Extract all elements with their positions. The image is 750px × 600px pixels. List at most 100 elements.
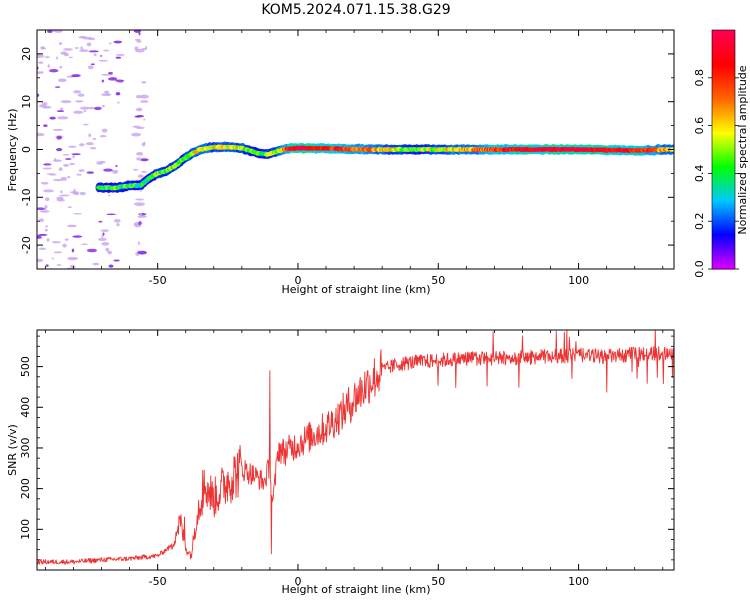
snr-y-ticks: 100 200 300 400 500 (19, 335, 674, 561)
noise-speckle (108, 264, 114, 268)
noise-speckle (106, 94, 110, 96)
noise-speckle (136, 152, 144, 156)
noise-speckle (43, 189, 54, 193)
noise-speckle (96, 161, 104, 165)
colorbar-band (712, 30, 735, 33)
colorbar-band (712, 201, 735, 204)
colorbar-ticks: 0.0 0.2 0.4 0.6 0.8 (693, 69, 739, 278)
noise-speckle (37, 93, 40, 98)
colorbar-band (712, 143, 735, 147)
noise-speckle (116, 223, 120, 227)
colorbar-band (712, 175, 735, 178)
colorbar-tick-label: 0.0 (693, 260, 706, 278)
colorbar-band (712, 71, 735, 75)
noise-speckle (139, 94, 149, 99)
colorbar-band (712, 199, 735, 202)
noise-speckle (43, 163, 52, 166)
colorbar-band (712, 189, 735, 192)
noise-speckle (64, 238, 69, 241)
colorbar-band (712, 247, 735, 250)
colorbar-band (712, 135, 735, 139)
noise-speckle (38, 233, 48, 236)
colorbar-band (712, 85, 735, 89)
noise-speckle (103, 168, 113, 172)
colorbar-band (712, 145, 735, 149)
colorbar-band (712, 259, 735, 262)
colorbar-band (712, 125, 735, 129)
colorbar-band (712, 261, 735, 264)
spectrogram-y-ticks: -20 -10 0 10 20 (20, 29, 674, 270)
colorbar-band (712, 263, 735, 266)
noise-speckle (101, 128, 108, 133)
noise-speckle (40, 181, 49, 185)
noise-speckle (38, 218, 45, 223)
x-tick-label: 0 (294, 575, 301, 588)
noise-speckle (37, 132, 45, 137)
colorbar-band (712, 179, 735, 182)
y-tick-label: 20 (20, 47, 33, 61)
chart-title: KOM5.2024.071.15.38.G29 (261, 2, 450, 18)
noise-speckle (48, 174, 57, 176)
noise-speckle (39, 210, 50, 213)
x-tick-label: 50 (431, 575, 445, 588)
noise-speckle (93, 106, 102, 111)
colorbar-band (712, 267, 735, 270)
snr-x-axis-label: Height of straight line (km) (281, 583, 430, 596)
colorbar-band (712, 221, 735, 224)
noise-speckle (44, 225, 49, 228)
colorbar-band (712, 163, 735, 167)
colorbar-band (712, 51, 735, 55)
colorbar-band (712, 243, 735, 246)
colorbar-band (712, 89, 735, 93)
colorbar-band (712, 207, 735, 210)
noise-speckle (56, 135, 62, 140)
noise-speckle (90, 63, 95, 66)
colorbar-band (712, 265, 735, 268)
noise-speckle (74, 47, 80, 49)
noise-speckle (100, 55, 103, 57)
y-tick-label: 0 (20, 146, 33, 153)
colorbar-band (712, 119, 735, 123)
noise-speckle (54, 158, 57, 162)
colorbar-band (712, 109, 735, 113)
colorbar-band (712, 155, 735, 159)
noise-speckle (115, 53, 126, 56)
noise-speckle (98, 59, 109, 62)
colorbar-band (712, 181, 735, 184)
noise-speckle (108, 42, 112, 45)
colorbar-band (712, 203, 735, 206)
colorbar-band (712, 241, 735, 244)
colorbar-band (712, 41, 735, 45)
noise-speckle (46, 238, 50, 242)
noise-speckle (76, 173, 82, 176)
spectrogram-x-ticks: -50 0 50 100 (45, 30, 664, 287)
noise-speckle (101, 242, 110, 246)
x-tick-label: 50 (431, 274, 445, 287)
colorbar-band (712, 67, 735, 71)
noise-speckle (137, 215, 147, 218)
noise-speckle (135, 48, 145, 53)
colorbar-band (712, 59, 735, 63)
noise-speckle (137, 250, 147, 255)
noise-speckle (60, 107, 64, 111)
spectrogram-trace-layer (95, 141, 674, 194)
colorbar-band (712, 131, 735, 135)
noise-speckle (37, 258, 44, 263)
colorbar-band (712, 57, 735, 61)
colorbar-band (712, 257, 735, 260)
spectrogram-noise-layer (37, 30, 149, 269)
noise-speckle (38, 247, 47, 251)
noise-speckle (135, 107, 143, 112)
colorbar-band (712, 101, 735, 105)
noise-speckle (138, 221, 142, 225)
noise-speckle (38, 104, 47, 108)
noise-speckle (56, 199, 65, 202)
colorbar-band (712, 157, 735, 161)
colorbar-band (712, 249, 735, 252)
colorbar-band (712, 193, 735, 196)
noise-speckle (113, 40, 123, 44)
noise-speckle (106, 213, 116, 216)
colorbar-band (712, 255, 735, 258)
colorbar-band (712, 205, 735, 208)
colorbar-band (712, 105, 735, 109)
